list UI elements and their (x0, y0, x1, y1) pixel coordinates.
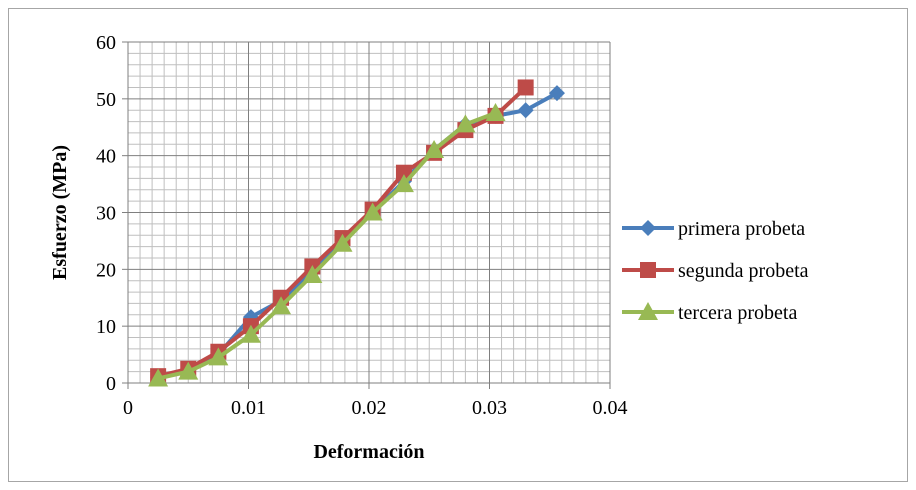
y-tick-label: 30 (96, 203, 116, 225)
axes (122, 41, 611, 389)
legend-marker-segunda-probeta (640, 262, 656, 278)
data-point-tercera-probeta (178, 361, 199, 380)
x-tick-labels: 0 0.01 0.02 0.03 0.04 (123, 397, 628, 419)
data-point-tercera-probeta (208, 347, 229, 366)
x-tick-label: 0.01 (231, 397, 266, 419)
data-point-tercera-probeta (240, 324, 261, 343)
x-tick-label: 0.03 (472, 397, 507, 419)
legend-label-tercera-probeta: tercera probeta (678, 302, 797, 324)
y-tick-label: 50 (96, 89, 116, 111)
data-point-tercera-probeta (148, 368, 169, 387)
data-point-primera-probeta (517, 102, 534, 119)
series-line-tercera-probeta (157, 111, 497, 381)
data-point-primera-probeta (548, 85, 565, 102)
legend-label-primera-probeta: primera probeta (678, 218, 805, 240)
legend: primera probeta segunda probeta tercera pr… (622, 218, 809, 324)
legend-marker-primera-probeta (640, 220, 656, 236)
x-tick-label: 0.04 (593, 397, 628, 419)
y-tick-label: 10 (96, 316, 116, 338)
x-tick-label: 0.02 (352, 397, 387, 419)
series-lines (148, 79, 565, 387)
y-axis-title: Esfuerzo (MPa) (49, 145, 71, 280)
data-point-tercera-probeta (302, 265, 323, 284)
data-point-segunda-probeta (517, 79, 534, 96)
y-tick-labels: 0 10 20 30 40 50 60 (96, 32, 116, 395)
data-point-tercera-probeta (332, 233, 353, 252)
data-point-tercera-probeta (271, 296, 292, 315)
data-point-tercera-probeta (362, 202, 383, 221)
y-tick-label: 20 (96, 259, 116, 281)
x-tick-label: 0 (123, 397, 133, 419)
x-axis-title: Deformación (313, 441, 424, 463)
data-point-tercera-probeta (455, 114, 476, 133)
y-tick-label: 40 (96, 146, 116, 168)
y-tick-label: 0 (106, 373, 116, 395)
data-point-tercera-probeta (485, 103, 506, 122)
legend-label-segunda-probeta: segunda probeta (678, 260, 809, 282)
y-tick-label: 60 (96, 32, 116, 54)
data-point-tercera-probeta (424, 139, 445, 158)
legend-marker-tercera-probeta (638, 302, 658, 320)
data-point-tercera-probeta (393, 174, 414, 193)
